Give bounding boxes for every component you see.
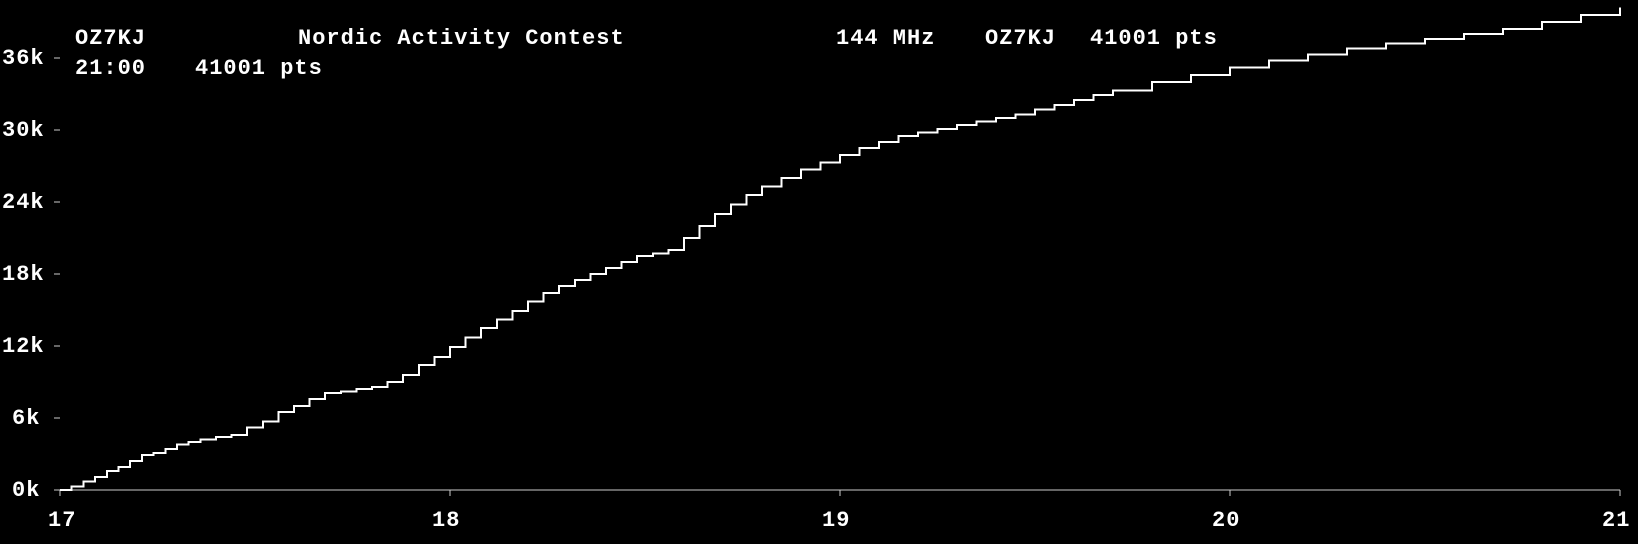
series-line	[60, 8, 1620, 490]
chart-root: OZ7KJ Nordic Activity Contest 144 MHz OZ…	[0, 0, 1638, 544]
chart-svg	[0, 0, 1638, 544]
